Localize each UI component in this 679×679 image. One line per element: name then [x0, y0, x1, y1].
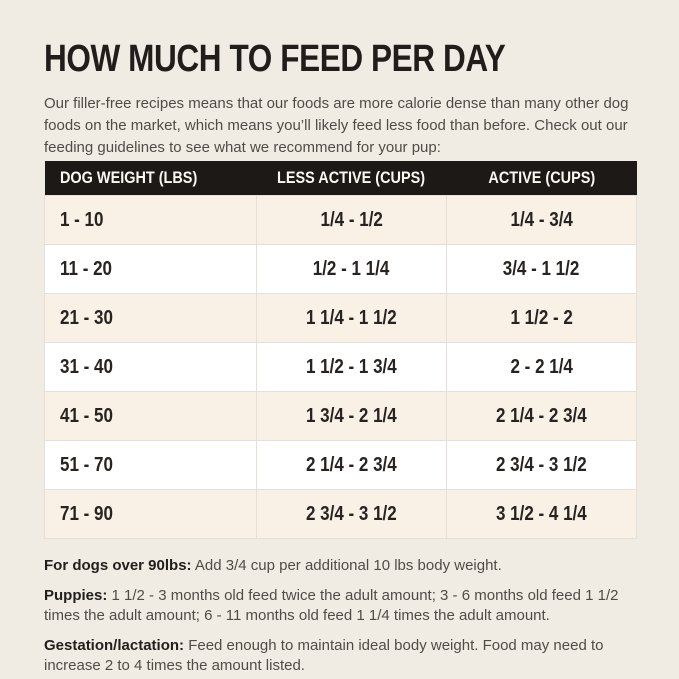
note-gestation: Gestation/lactation: Feed enough to main…: [44, 636, 638, 676]
footnotes: For dogs over 90lbs: Add 3/4 cup per add…: [44, 556, 638, 676]
cell-active: 2 1/4 - 2 3/4: [446, 391, 637, 441]
cell-weight: 41 - 50: [44, 391, 257, 441]
note-label: Puppies:: [44, 587, 108, 604]
table-row: 51 - 70 2 1/4 - 2 3/4 2 3/4 - 3 1/2: [44, 440, 637, 490]
page-title-text: HOW MUCH TO FEED PER DAY: [44, 38, 506, 80]
cell-weight: 21 - 30: [44, 293, 257, 343]
note-text: Feed enough to maintain ideal body weigh…: [44, 637, 604, 674]
table-row: 31 - 40 1 1/2 - 1 3/4 2 - 2 1/4: [44, 342, 637, 392]
cell-weight: 71 - 90: [44, 489, 257, 539]
cell-weight: 31 - 40: [44, 342, 257, 392]
note-puppies: Puppies: 1 1/2 - 3 months old feed twice…: [44, 586, 638, 626]
cell-active: 3 1/2 - 4 1/4: [446, 489, 637, 539]
note-label: For dogs over 90lbs:: [44, 557, 192, 574]
col-header-active: ACTIVE (CUPS): [488, 168, 595, 187]
col-header-less-active: LESS ACTIVE (CUPS): [277, 168, 426, 187]
table-row: 1 - 10 1/4 - 1/2 1/4 - 3/4: [44, 195, 637, 245]
cell-weight: 51 - 70: [44, 440, 257, 490]
intro-text: Our filler-free recipes means that our f…: [44, 95, 629, 156]
cell-less-active: 1 1/4 - 1 1/2: [256, 293, 447, 343]
note-over-90lbs: For dogs over 90lbs: Add 3/4 cup per add…: [44, 556, 638, 576]
cell-less-active: 1/2 - 1 1/4: [256, 244, 447, 294]
cell-active: 1/4 - 3/4: [446, 195, 637, 245]
table-row: 21 - 30 1 1/4 - 1 1/2 1 1/2 - 2: [44, 293, 637, 343]
cell-weight: 11 - 20: [44, 244, 257, 294]
cell-active: 1 1/2 - 2: [446, 293, 637, 343]
table-row: 11 - 20 1/2 - 1 1/4 3/4 - 1 1/2: [44, 244, 637, 294]
cell-less-active: 1 3/4 - 2 1/4: [256, 391, 447, 441]
col-header-dog-weight: DOG WEIGHT (LBS): [59, 168, 197, 187]
note-text: Add 3/4 cup per additional 10 lbs body w…: [194, 557, 502, 574]
cell-less-active: 1 1/2 - 1 3/4: [256, 342, 447, 392]
cell-weight: 1 - 10: [44, 195, 257, 245]
cell-active: 3/4 - 1 1/2: [446, 244, 637, 294]
feeding-table: DOG WEIGHT (LBS) LESS ACTIVE (CUPS) ACTI…: [44, 161, 637, 539]
cell-active: 2 3/4 - 3 1/2: [446, 440, 637, 490]
table-row: 71 - 90 2 3/4 - 3 1/2 3 1/2 - 4 1/4: [44, 489, 637, 539]
cell-less-active: 2 3/4 - 3 1/2: [256, 489, 447, 539]
table-row: 41 - 50 1 3/4 - 2 1/4 2 1/4 - 2 3/4: [44, 391, 637, 441]
page-title: HOW MUCH TO FEED PER DAY: [44, 38, 636, 80]
table-header-row: DOG WEIGHT (LBS) LESS ACTIVE (CUPS) ACTI…: [44, 161, 637, 196]
cell-less-active: 2 1/4 - 2 3/4: [256, 440, 447, 490]
cell-less-active: 1/4 - 1/2: [256, 195, 447, 245]
note-label: Gestation/lactation:: [44, 637, 185, 654]
note-text: 1 1/2 - 3 months old feed twice the adul…: [44, 587, 619, 624]
cell-active: 2 - 2 1/4: [446, 342, 637, 392]
